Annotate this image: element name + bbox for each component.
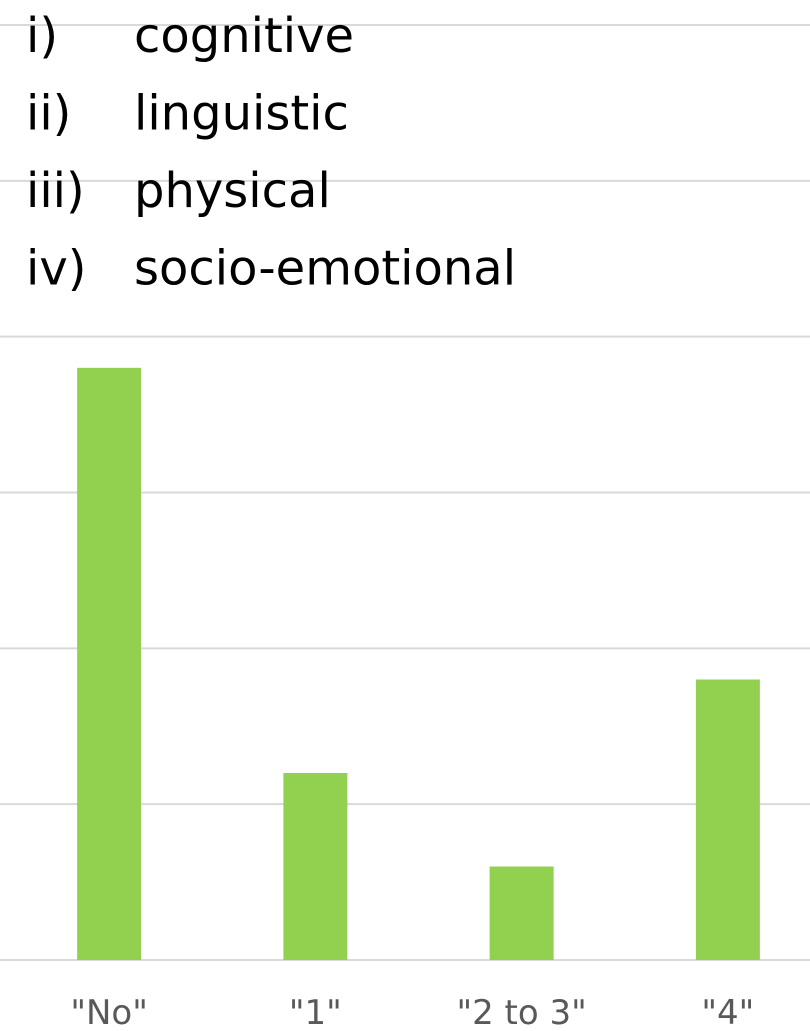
list-text: linguistic [134, 86, 349, 142]
list-text: socio-emotional [134, 241, 516, 297]
list-text: physical [134, 163, 331, 219]
list-marker: iv) [26, 241, 86, 297]
x-tick-label: "No" [70, 993, 148, 1031]
bar [489, 866, 554, 960]
bar [695, 679, 760, 960]
x-tick-label: "1" [289, 993, 342, 1031]
x-tick-label: "2 to 3" [456, 993, 586, 1031]
list-marker: i) [26, 8, 58, 64]
list-marker: ii) [26, 86, 71, 142]
x-tick-label: "4" [701, 993, 754, 1031]
list-text: cognitive [134, 8, 354, 64]
list-marker: iii) [26, 163, 85, 219]
bar [283, 773, 348, 960]
bar [77, 367, 142, 960]
